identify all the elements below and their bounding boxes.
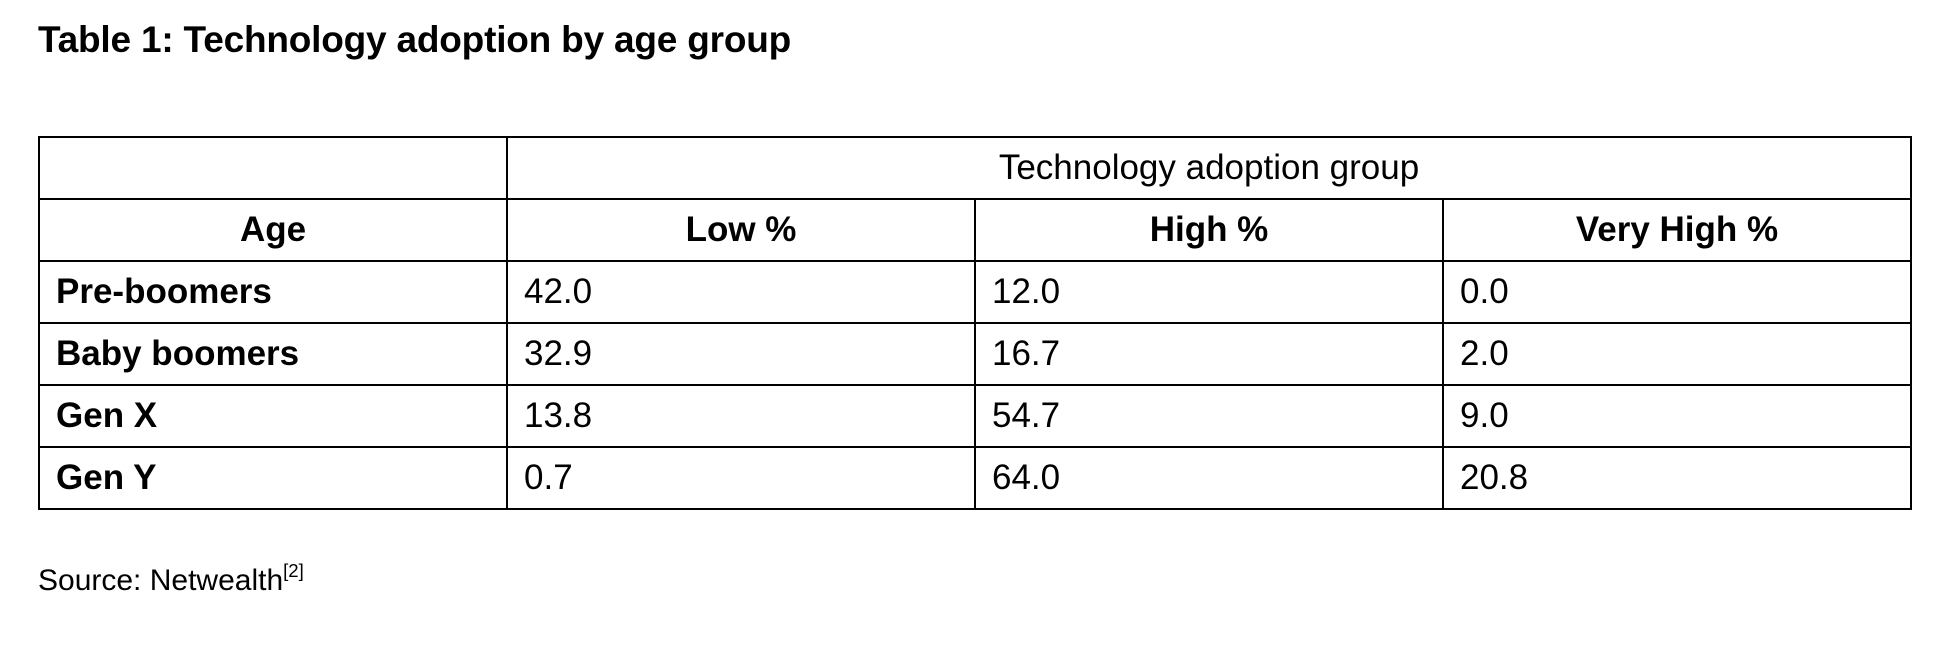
empty-corner-cell (38, 136, 508, 201)
footnote-ref: [2] (283, 560, 304, 582)
source-line: Source: Netwealth[2] (38, 560, 1912, 598)
cell-pre-boomers-low: 42.0 (506, 260, 976, 325)
table-row-baby-boomers: Baby boomers 32.9 16.7 2.0 (38, 322, 1912, 387)
row-header-gen-x: Gen X (38, 384, 508, 449)
table-row-gen-x: Gen X 13.8 54.7 9.0 (38, 384, 1912, 449)
cell-gen-y-low: 0.7 (506, 446, 976, 511)
source-text: Source: Netwealth (38, 564, 284, 598)
group-header-row: Technology adoption group (38, 136, 1912, 201)
row-header-pre-boomers: Pre-boomers (38, 260, 508, 325)
cell-pre-boomers-very-high: 0.0 (1442, 260, 1912, 325)
cell-baby-boomers-very-high: 2.0 (1442, 322, 1912, 387)
cell-baby-boomers-low: 32.9 (506, 322, 976, 387)
cell-gen-y-high: 64.0 (974, 446, 1444, 511)
group-header-cell: Technology adoption group (506, 136, 1912, 201)
document-page: Table 1: Technology adoption by age grou… (38, 19, 1912, 598)
cell-gen-x-high: 54.7 (974, 384, 1444, 449)
column-header-row: Age Low % High % Very High % (38, 198, 1912, 263)
cell-gen-x-very-high: 9.0 (1442, 384, 1912, 449)
col-header-low: Low % (506, 198, 976, 263)
col-header-very-high: Very High % (1442, 198, 1912, 263)
table-title: Table 1: Technology adoption by age grou… (38, 19, 792, 60)
row-header-baby-boomers: Baby boomers (38, 322, 508, 387)
cell-baby-boomers-high: 16.7 (974, 322, 1444, 387)
col-header-high: High % (974, 198, 1444, 263)
table-row-pre-boomers: Pre-boomers 42.0 12.0 0.0 (38, 260, 1912, 325)
table-row-gen-y: Gen Y 0.7 64.0 20.8 (38, 446, 1912, 511)
cell-gen-y-very-high: 20.8 (1442, 446, 1912, 511)
cell-pre-boomers-high: 12.0 (974, 260, 1444, 325)
row-header-gen-y: Gen Y (38, 446, 508, 511)
technology-adoption-table: Technology adoption group Age Low % High… (38, 136, 1912, 511)
cell-gen-x-low: 13.8 (506, 384, 976, 449)
col-header-age: Age (38, 198, 508, 263)
